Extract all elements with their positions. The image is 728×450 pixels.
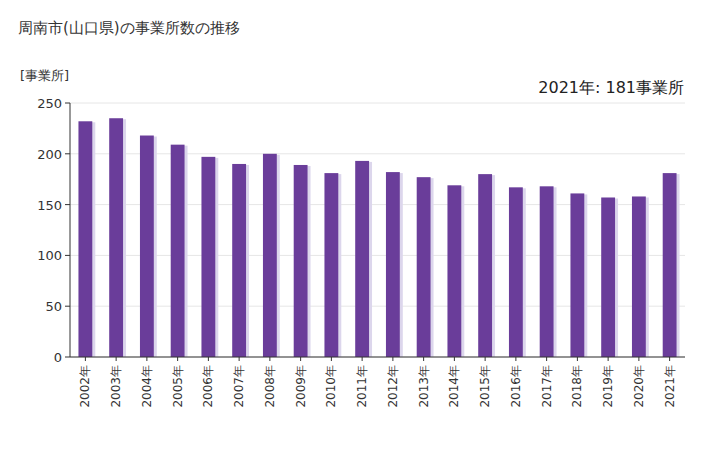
- x-tick: [454, 357, 455, 361]
- bar: [417, 177, 431, 357]
- y-tick: [65, 204, 70, 205]
- bar: [447, 185, 461, 357]
- x-tick: [423, 357, 424, 361]
- x-tick-label: 2016年: [509, 365, 523, 408]
- bar: [109, 118, 123, 357]
- x-tick: [331, 357, 332, 361]
- x-tick-label: 2014年: [447, 365, 461, 408]
- x-tick-label: 2021年: [663, 365, 677, 408]
- y-tick-label: 250: [37, 96, 62, 111]
- grid-line: [70, 357, 685, 358]
- x-tick-label: 2002年: [78, 365, 92, 408]
- grid-line: [70, 306, 685, 307]
- bar: [324, 173, 338, 357]
- x-tick-label: 2003年: [109, 365, 123, 408]
- y-tick: [65, 255, 70, 256]
- bar: [509, 187, 523, 357]
- grid-line: [70, 204, 685, 205]
- x-tick-label: 2020年: [632, 365, 646, 408]
- x-tick-label: 2008年: [263, 365, 277, 408]
- annotation: 2021年: 181事業所: [538, 78, 684, 97]
- y-tick-label: 200: [37, 147, 62, 162]
- x-tick: [269, 357, 270, 361]
- bar: [386, 172, 400, 357]
- bar: [232, 164, 246, 357]
- bar: [140, 136, 154, 357]
- y-tick: [65, 103, 70, 104]
- grid-line: [70, 255, 685, 256]
- bar: [294, 165, 308, 357]
- y-tick-label: 50: [45, 299, 62, 314]
- x-tick-label: 2019年: [601, 365, 615, 408]
- x-tick-label: 2004年: [140, 365, 154, 408]
- x-tick: [392, 357, 393, 361]
- bar: [171, 145, 185, 357]
- x-tick-label: 2005年: [171, 365, 185, 408]
- y-tick-label: 0: [54, 350, 62, 365]
- grid-line: [70, 103, 685, 104]
- bars: [78, 118, 679, 357]
- x-tick: [485, 357, 486, 361]
- x-tick-label: 2012年: [386, 365, 400, 408]
- bar: [263, 154, 277, 357]
- y-tick-label: 150: [37, 198, 62, 213]
- bar: [201, 157, 215, 357]
- bar: [78, 121, 92, 357]
- x-axis: [70, 357, 685, 358]
- bar: [540, 186, 554, 357]
- x-tick: [239, 357, 240, 361]
- y-label: [事業所]: [20, 68, 69, 83]
- y-tick: [65, 357, 70, 358]
- x-tick: [577, 357, 578, 361]
- bar: [663, 173, 677, 357]
- x-tick-label: 2011年: [355, 365, 369, 408]
- x-tick-label: 2006年: [201, 365, 215, 408]
- chart: 周南市(山口県)の事業所数の推移 [事業所] 2021年: 181事業所 0 50 100…: [0, 0, 728, 450]
- bar: [632, 196, 646, 357]
- bar: [570, 193, 584, 357]
- bar: [478, 174, 492, 357]
- x-tick: [362, 357, 363, 361]
- x-tick-label: 2017年: [540, 365, 554, 408]
- x-tick: [608, 357, 609, 361]
- x-tick: [208, 357, 209, 361]
- x-tick: [546, 357, 547, 361]
- grid-line: [70, 153, 685, 154]
- x-tick: [116, 357, 117, 361]
- x-tick: [515, 357, 516, 361]
- x-tick-label: 2013年: [417, 365, 431, 408]
- x-tick-label: 2007年: [232, 365, 246, 408]
- title: 周南市(山口県)の事業所数の推移: [18, 19, 240, 37]
- x-tick: [300, 357, 301, 361]
- y-axis: [70, 103, 71, 357]
- x-tick: [177, 357, 178, 361]
- bar: [355, 161, 369, 357]
- x-tick-label: 2010年: [324, 365, 338, 408]
- x-tick-label: 2009年: [294, 365, 308, 408]
- x-tick: [669, 357, 670, 361]
- x-tick: [85, 357, 86, 361]
- bar: [601, 197, 615, 357]
- y-tick: [65, 153, 70, 154]
- y-tick-label: 100: [37, 248, 62, 263]
- x-tick-label: 2018年: [570, 365, 584, 408]
- x-tick: [638, 357, 639, 361]
- x-tick-label: 2015年: [478, 365, 492, 408]
- x-tick: [146, 357, 147, 361]
- y-tick: [65, 306, 70, 307]
